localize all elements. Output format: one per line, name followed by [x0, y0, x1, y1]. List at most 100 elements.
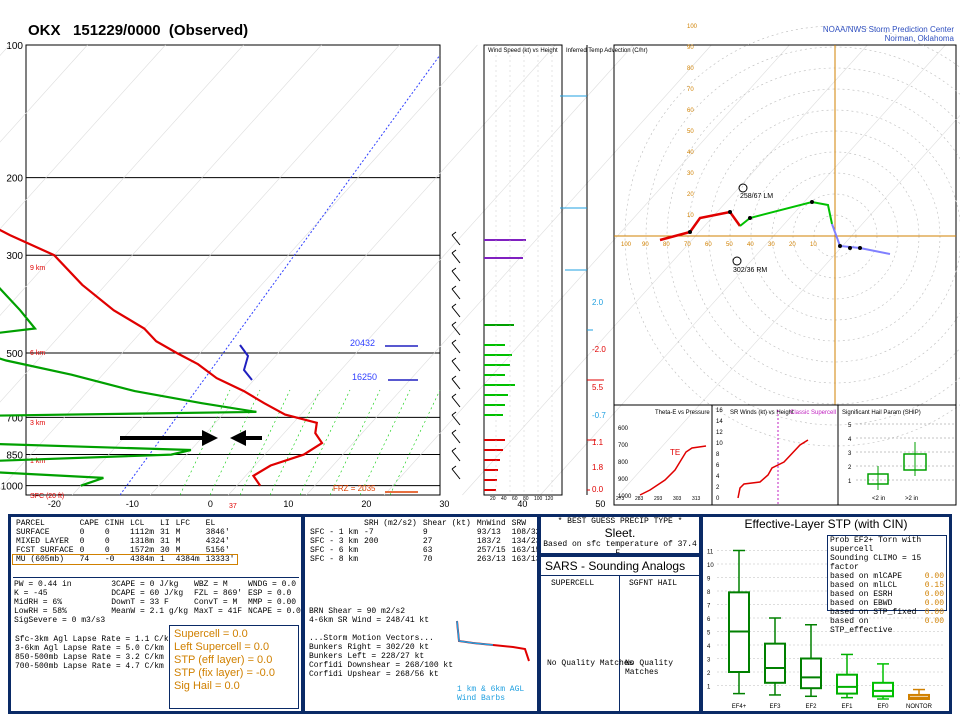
pressure-tick: 300 [6, 251, 23, 262]
srwind-subtitle: Classic Supercell [790, 410, 836, 416]
kin-extra-line: 4-6km SR Wind = 248/41 kt [309, 616, 430, 625]
sars-msg1: No Quality Matches [547, 659, 634, 668]
stp-legend-row: based on STP_effective 0.00 [830, 617, 944, 635]
height-label: 1 km [30, 458, 45, 465]
plots-svg: 1002003005007008501000-30-20-10010203040… [0, 24, 960, 510]
parcel-row-cell: 1318m [130, 537, 155, 546]
zero-isotherm [119, 54, 441, 496]
wind-barb [451, 270, 461, 282]
srwind-ytick: 10 [716, 441, 723, 447]
parcel-row-cell: 0 [79, 528, 85, 537]
srwind-line [737, 439, 809, 499]
sars-panel: SARS - Sounding Analogs SUPERCELL SGFNT … [540, 556, 700, 712]
isotherm [0, 44, 166, 230]
wind-speed-tick: 100 [534, 496, 543, 502]
indices-row-cell: MaxT = 41F [194, 607, 243, 616]
composite-param: Sig Hail = 0.0 [174, 680, 240, 692]
wind-barb [451, 396, 461, 408]
isotherm [0, 44, 322, 403]
hodograph-ring-label: 90 [642, 242, 649, 248]
indices-row-cell: MeanW = 2.1 g/kg [111, 607, 189, 616]
srwind-ytick: 2 [716, 485, 720, 491]
indices-row-cell: WNDG = 0.0 [248, 580, 297, 589]
wind-speed-tick: 20 [490, 496, 496, 502]
wind-speed-frame [483, 44, 563, 496]
precip-note: Based on sfc temperature of 37.4 F. [543, 540, 697, 554]
wind-speed-tick: 120 [545, 496, 554, 502]
indices-row-cell [245, 616, 301, 625]
mixing-ratio-line [299, 389, 351, 496]
wind-barb [451, 252, 461, 264]
ship-ytick: 3 [848, 451, 852, 457]
wind-barb [451, 306, 461, 318]
thetae-ytick: 900 [618, 477, 629, 483]
indices-row-cell: PW = 0.44 in [14, 580, 72, 589]
wind-barb [451, 324, 461, 336]
hodograph-point [728, 210, 732, 214]
indices-row-cell: WBZ = M [194, 580, 228, 589]
parcel-row-cell: -0 [104, 555, 115, 564]
kinematics-panel: SRH (m2/s2) Shear (kt) MnWind SRW SFC - … [304, 516, 538, 712]
wind-barb [451, 378, 461, 390]
arrowhead-right [202, 430, 218, 446]
srwind-ytick: 6 [716, 463, 720, 469]
height-label: SFC (20 ft) [30, 493, 64, 500]
ship-ytick: 4 [848, 437, 852, 443]
parcel-row-cell: 30 [160, 546, 170, 555]
wind-barb [451, 234, 461, 246]
hodograph-marker-label: 302/36 RM [733, 267, 767, 274]
mixing-ratio-line [389, 389, 441, 496]
stp-box [872, 681, 894, 698]
stp-xtick: NONTOR [906, 704, 933, 710]
indices-row-cell [108, 616, 191, 625]
mixing-ratio-line [239, 389, 291, 496]
stp-legend: Prob EF2+ Torn with supercell Sounding C… [827, 535, 947, 635]
parcel-row-cell: 13333' [205, 555, 235, 564]
kin-row-cell: 63 [422, 546, 433, 555]
parcel-row-cell: 0 [104, 528, 110, 537]
temp-tick: 20 [361, 499, 371, 509]
parcel-row-cell: M [175, 537, 181, 546]
hodograph-frame [613, 44, 957, 406]
wind-barb-flag [451, 375, 457, 380]
indices-row-cell: ESP = 0.0 [248, 589, 292, 598]
hodograph-ring-label: 80 [663, 242, 670, 248]
parcel-header: LFC [175, 519, 191, 528]
hodograph-ring-label: 90 [687, 45, 694, 51]
srwind-ytick: 12 [716, 430, 723, 436]
advection-label: 1.1 [592, 438, 604, 447]
thetae-ytick: 700 [618, 443, 629, 449]
hodograph-ring-label: 50 [726, 242, 733, 248]
kin-row-cell: 183/2 [476, 537, 501, 546]
isotherm [462, 44, 868, 496]
srwind-ytick: 16 [716, 408, 723, 414]
parcel-row-cell: M [175, 546, 181, 555]
kin-row-cell [361, 546, 420, 555]
sars-msg2: No Quality Matches [625, 659, 674, 677]
advection-label: 0.0 [592, 485, 604, 494]
sars-col2: SGFNT HAIL [629, 579, 678, 588]
indices-row: PW = 0.44 in 3CAPE = 0 J/kg WBZ = M WNDG = … [11, 580, 301, 589]
stp-xtick: EF4+ [732, 704, 747, 710]
kin-row-cell: 263/13 [476, 555, 506, 564]
parcel-header: LCL [130, 519, 145, 528]
hodograph-ring-label: 100 [687, 24, 698, 30]
kin-extra-line: Bunkers Left = 228/27 kt [309, 652, 425, 661]
dewpoint-line [0, 287, 257, 487]
wind-barb-flag [451, 249, 457, 254]
kin-extra-line: ...Storm Motion Vectors... [309, 634, 434, 643]
hodograph-marker-label: 258/67 LM [740, 193, 773, 200]
hodograph-ring-label: 50 [687, 129, 694, 135]
stp-ytick: 3 [707, 658, 711, 664]
hodograph-ring-label: 10 [810, 242, 817, 248]
isotherm [0, 44, 400, 490]
parcel-row: MIXED LAYER 0 0 1318m 31 M 4324' [13, 537, 237, 546]
srwind-ytick: 0 [716, 496, 720, 502]
hodograph-point [688, 230, 692, 234]
stp-legend-head1: Prob EF2+ Torn with supercell [830, 536, 922, 554]
kin-header-row: SRH (m2/s2) Shear (kt) MnWind SRW [307, 519, 537, 528]
wind-barb-flag [451, 393, 457, 398]
composite-param: Left Supercell = 0.0 [174, 641, 270, 653]
pressure-tick: 200 [6, 174, 23, 185]
wind-barb-flag [451, 339, 457, 344]
